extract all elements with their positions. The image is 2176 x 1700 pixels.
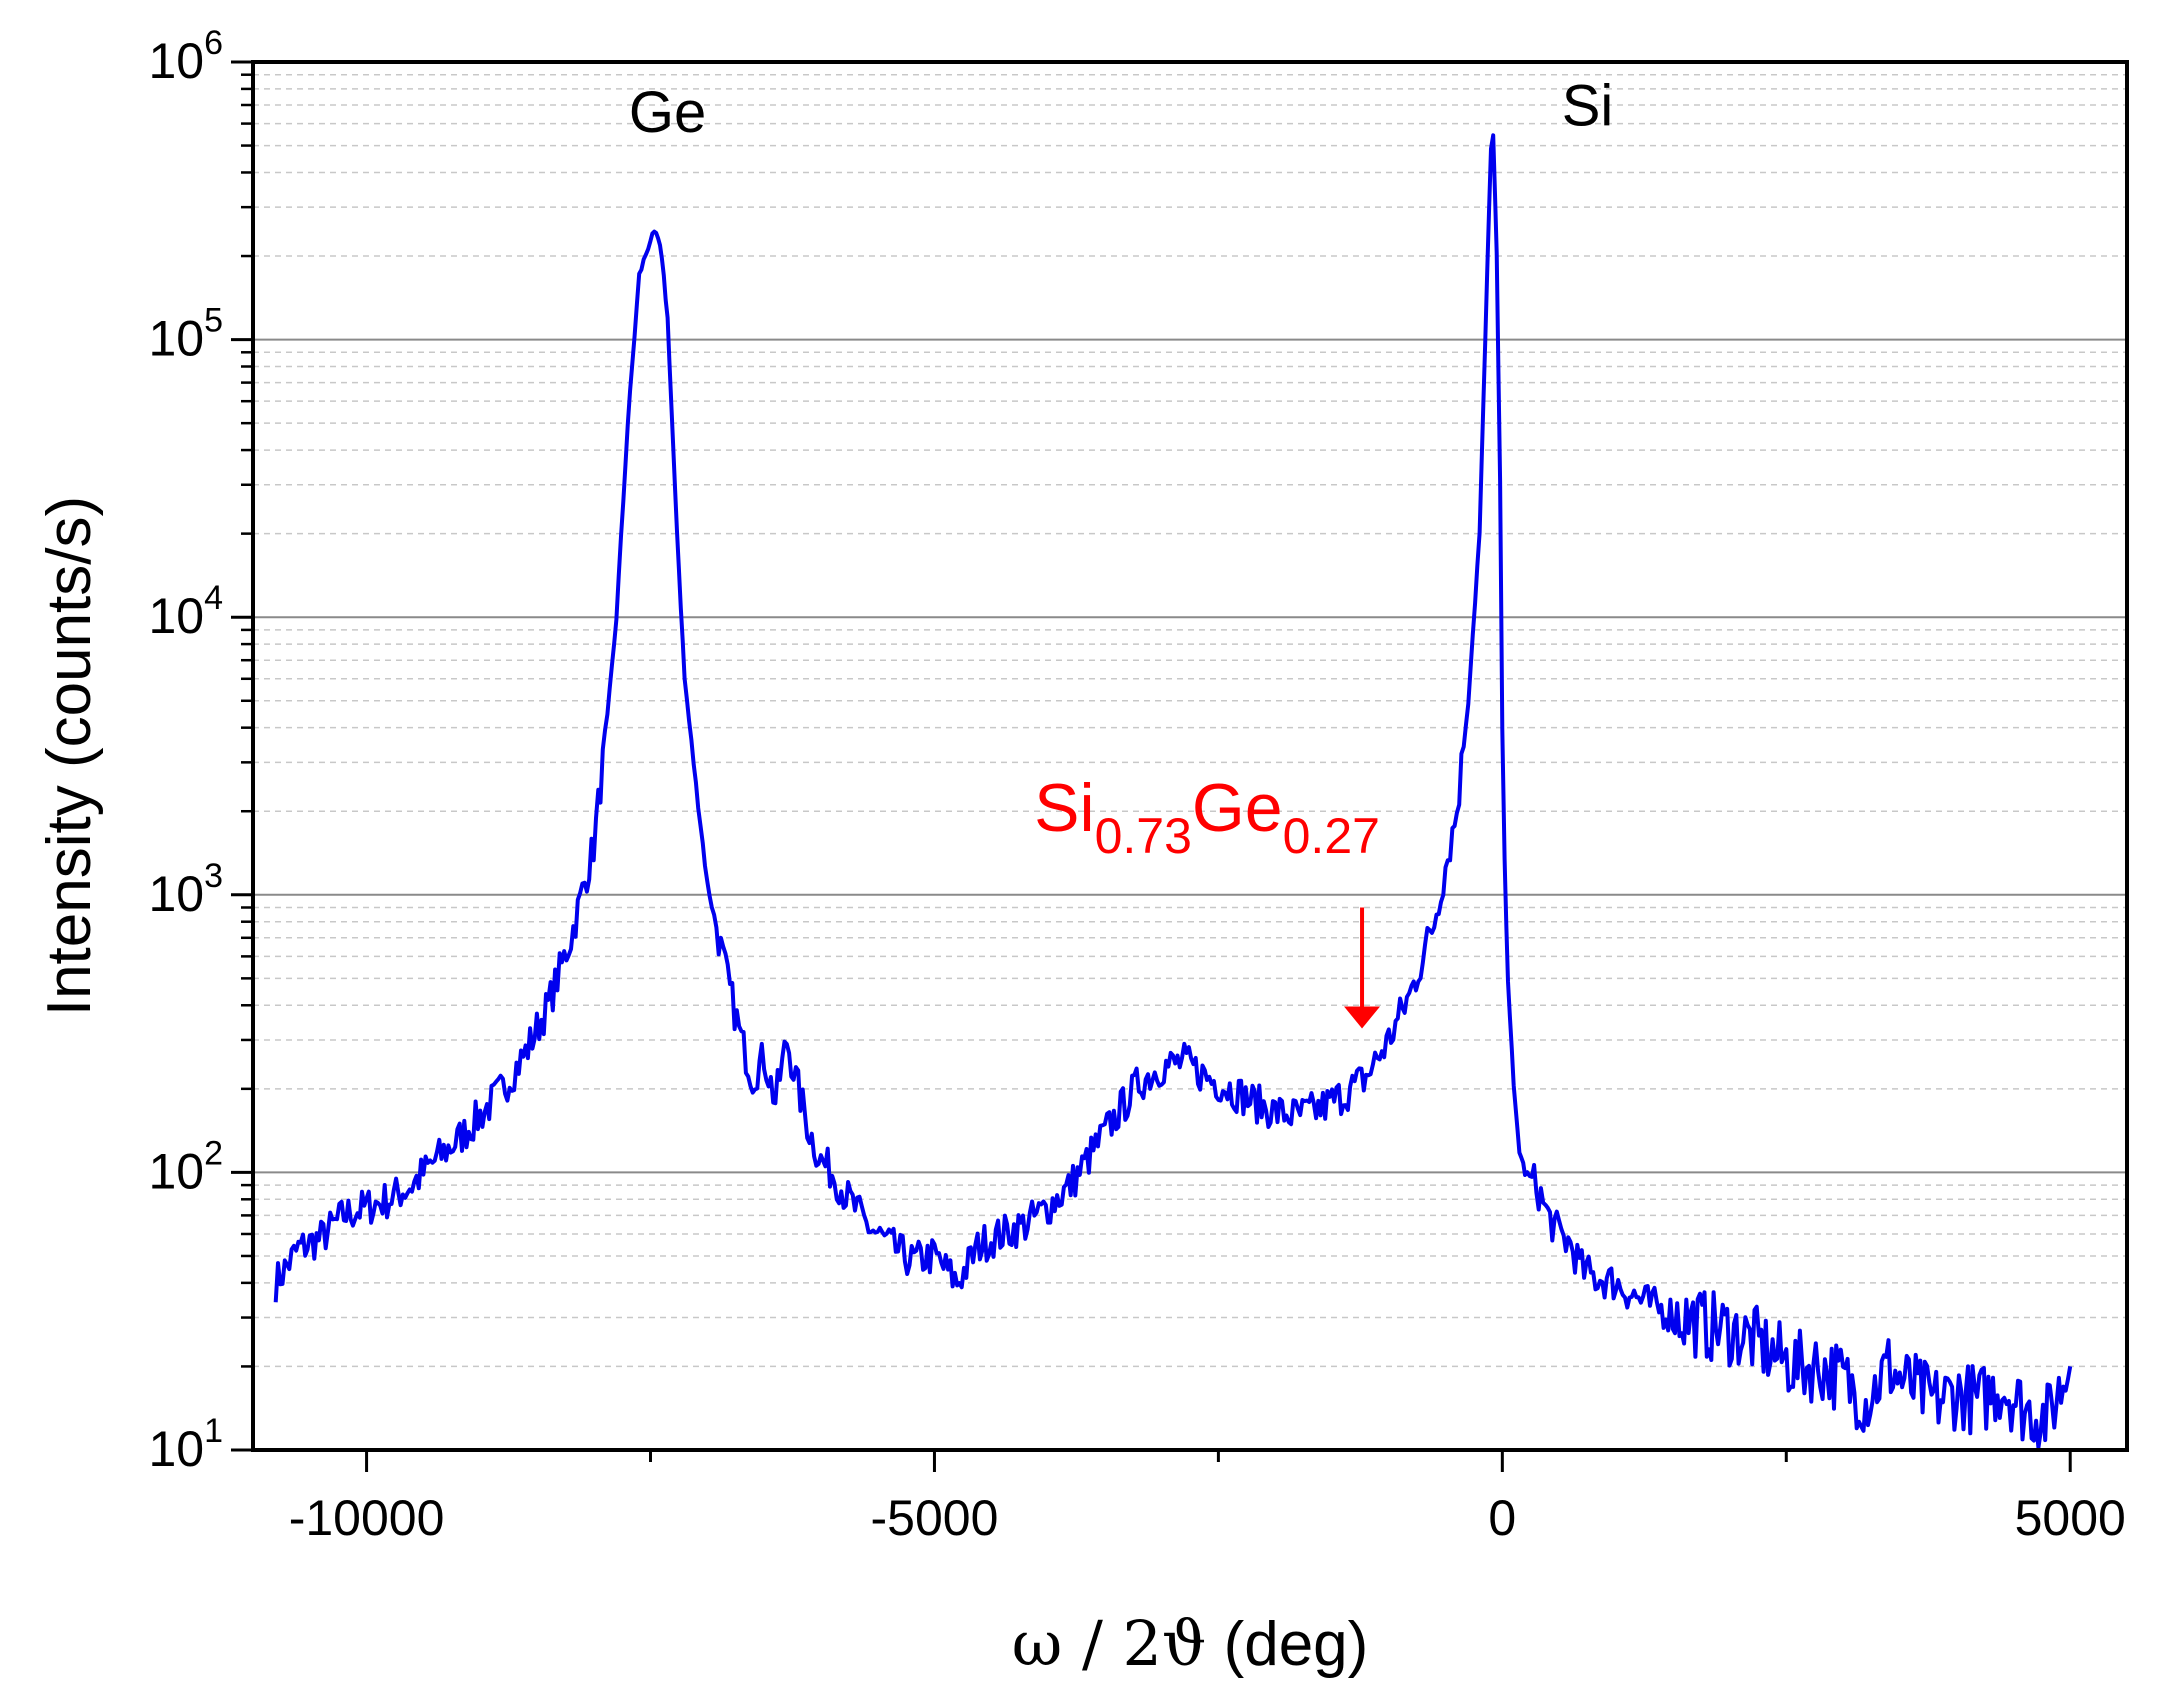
- series-line-xrd: [273, 133, 2073, 1450]
- grid: [253, 73, 2127, 1368]
- y-tick-label: 101: [148, 1412, 223, 1477]
- y-tick-label: 102: [148, 1134, 223, 1199]
- x-tick-label: 5000: [2015, 1490, 2126, 1546]
- y-tick-label: 104: [148, 579, 223, 644]
- sige-peak-label: Si0.73Ge0.27: [1034, 770, 1380, 864]
- sige-arrow: [1344, 907, 1381, 1029]
- y-tick-label: 103: [148, 857, 223, 922]
- y-axis: 101 102 103 104 105 106: [148, 24, 253, 1477]
- arrow-head: [1344, 1006, 1381, 1029]
- x-tick-label: -10000: [289, 1490, 445, 1546]
- x-tick-label: 0: [1488, 1490, 1516, 1546]
- plot-frame: [251, 60, 2129, 1452]
- x-tick-label: -5000: [871, 1490, 999, 1546]
- curve-layer: [273, 133, 2073, 1450]
- ge-peak-label: Ge: [629, 80, 706, 145]
- x-axis: -10000 -5000 0 5000: [289, 1450, 2126, 1546]
- y-axis-title: Intensity (counts/s): [35, 496, 104, 1016]
- x-axis-title: ω / 2ϑ (deg): [1012, 1607, 1369, 1680]
- si-peak-label: Si: [1562, 74, 1614, 139]
- y-tick-label: 106: [148, 24, 223, 89]
- y-tick-label: 105: [148, 302, 223, 367]
